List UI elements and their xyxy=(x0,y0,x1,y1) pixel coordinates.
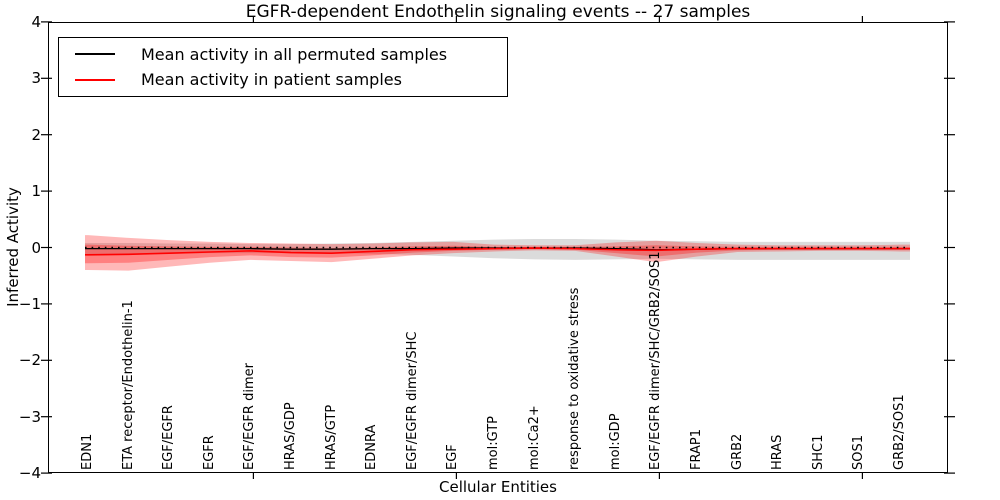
x-tick-label: mol:GTP xyxy=(486,416,501,470)
x-tick-label: SOS1 xyxy=(851,434,867,470)
x-tick-label: EGF/EGFR xyxy=(161,405,177,470)
y-tick-label: 4 xyxy=(31,12,41,31)
x-tick-label: GRB2/SOS1 xyxy=(892,394,907,470)
x-tick-label: mol:GDP xyxy=(607,413,623,470)
x-tick-label: EDN1 xyxy=(80,433,95,470)
x-tick-label: EGF/EGFR dimer/SHC/GRB2/SOS1 xyxy=(648,251,664,471)
y-tick-label: 0 xyxy=(31,238,41,257)
legend-item-permuted: Mean activity in all permuted samples xyxy=(59,45,507,64)
x-tick-label: SHC1 xyxy=(810,434,826,470)
x-tick-label: HRAS/GTP xyxy=(323,404,339,470)
x-tick-label: EGF/EGFR dimer xyxy=(242,363,258,470)
y-tick-label: 2 xyxy=(31,125,41,144)
y-tick-label: −1 xyxy=(18,294,41,313)
x-tick-label: EGF xyxy=(445,444,461,470)
x-tick-label: EDNRA xyxy=(364,424,380,470)
y-tick-label: 1 xyxy=(31,182,41,201)
y-tick-label: −4 xyxy=(18,464,41,483)
x-tick-label: mol:Ca2+ xyxy=(526,405,542,470)
x-tick-label: response to oxidative stress xyxy=(567,287,583,470)
legend-label-patient: Mean activity in patient samples xyxy=(141,70,402,90)
x-tick-label: HRAS/GDP xyxy=(283,402,298,470)
legend-box: Mean activity in all permuted samples Me… xyxy=(58,37,508,97)
x-axis-label: Cellular Entities xyxy=(439,478,557,496)
legend-item-patient: Mean activity in patient samples xyxy=(59,70,507,89)
chart-title: EGFR-dependent Endothelin signaling even… xyxy=(245,2,751,22)
legend-label-permuted: Mean activity in all permuted samples xyxy=(141,44,448,64)
x-tick-label: EGFR xyxy=(201,435,217,470)
y-tick-label: −2 xyxy=(18,351,41,370)
x-tick-label: ETA receptor/Endothelin-1 xyxy=(120,300,136,470)
patient-line-sample-icon xyxy=(75,78,115,81)
x-tick-label: GRB2 xyxy=(729,433,745,470)
x-tick-label: FRAP1 xyxy=(689,429,704,470)
y-tick-label: −3 xyxy=(18,407,41,426)
permuted-line-sample-icon xyxy=(75,53,115,56)
x-tick-label: HRAS xyxy=(770,434,786,470)
y-tick-label: 3 xyxy=(31,69,41,88)
x-tick-label: EGF/EGFR dimer/SHC xyxy=(404,331,420,470)
